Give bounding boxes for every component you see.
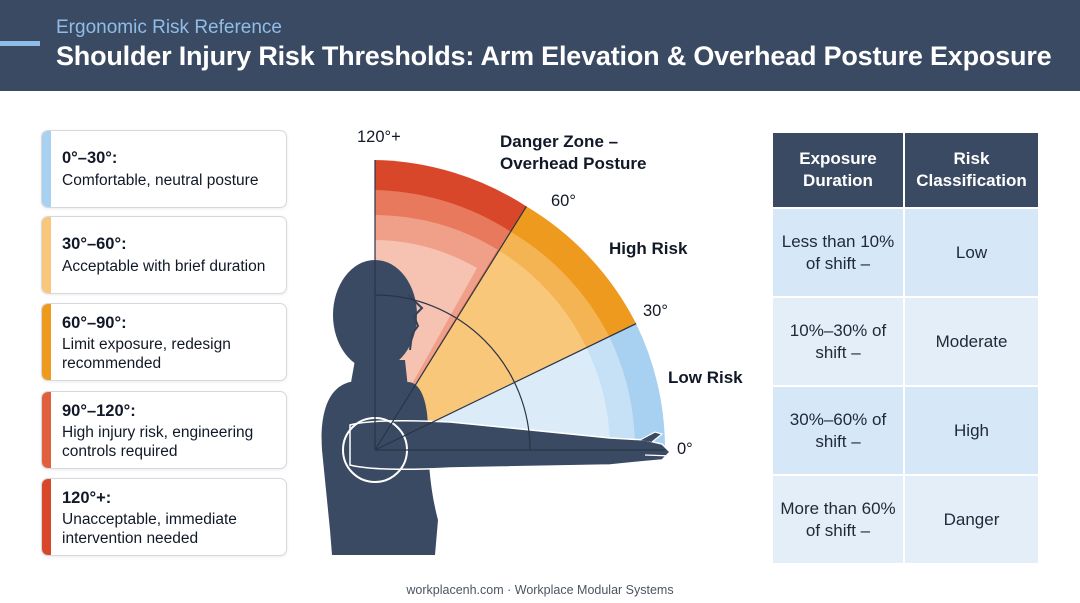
header-exposure-duration: Exposure Duration xyxy=(773,133,905,207)
range-label: 120°+: xyxy=(62,489,112,507)
face-profile xyxy=(407,294,424,351)
angle-label-30: 30° xyxy=(643,302,668,320)
angle-label-120: 120°+ xyxy=(357,128,401,146)
classification-cell: Low xyxy=(905,209,1038,296)
angle-label-0: 0° xyxy=(677,440,693,458)
table-row: More than 60% of shift – Danger xyxy=(773,474,1038,563)
table-row: 30%–60% of shift – High xyxy=(773,385,1038,474)
table-row: Less than 10% of shift – Low xyxy=(773,207,1038,296)
range-label: 0°–30°: xyxy=(62,149,118,167)
classification-cell: Danger xyxy=(905,476,1038,563)
range-color-bar xyxy=(42,217,51,293)
range-label: 90°–120°: xyxy=(62,402,136,420)
arm-elevation-diagram: 120°+ Danger Zone – Overhead Posture 60°… xyxy=(310,120,770,570)
high-risk-label: High Risk xyxy=(609,239,688,258)
range-description: Comfortable, neutral posture xyxy=(62,172,259,189)
exposure-risk-table: Exposure Duration Risk Classification Le… xyxy=(773,133,1038,563)
danger-zone-label-line1: Danger Zone – xyxy=(500,132,619,151)
low-risk-label: Low Risk xyxy=(668,368,743,387)
duration-cell: 30%–60% of shift – xyxy=(773,387,905,474)
range-label: 30°–60°: xyxy=(62,235,127,253)
classification-cell: Moderate xyxy=(905,298,1038,385)
danger-zone-label-line2: Overhead Posture xyxy=(500,154,647,173)
range-description: Limit exposure, redesign recommended xyxy=(62,336,231,372)
header-accent-bar xyxy=(0,41,40,46)
range-card-120-plus: 120°+: Unacceptable, immediate intervent… xyxy=(41,478,287,556)
range-color-bar xyxy=(42,479,51,555)
classification-cell: High xyxy=(905,387,1038,474)
range-card-90-120: 90°–120°: High injury risk, engineering … xyxy=(41,391,287,469)
page-title: Shoulder Injury Risk Thresholds: Arm Ele… xyxy=(56,41,1052,71)
footer-credit: workplacenh.com · Workplace Modular Syst… xyxy=(406,583,674,597)
header-banner: Ergonomic Risk Reference Shoulder Injury… xyxy=(0,0,1080,91)
range-color-bar xyxy=(42,392,51,468)
range-description: Unacceptable, immediate intervention nee… xyxy=(62,511,237,547)
high-risk-core xyxy=(375,249,587,450)
header-risk-classification: Risk Classification xyxy=(905,133,1038,207)
angle-label-60: 60° xyxy=(551,192,576,210)
extended-arm xyxy=(349,420,673,473)
range-card-60-90: 60°–90°: Limit exposure, redesign recomm… xyxy=(41,303,287,381)
duration-cell: 10%–30% of shift – xyxy=(773,298,905,385)
range-label: 60°–90°: xyxy=(62,314,127,332)
range-color-bar xyxy=(42,304,51,380)
range-description: High injury risk, engineering controls r… xyxy=(62,424,254,460)
header-kicker: Ergonomic Risk Reference xyxy=(56,17,282,38)
range-description: Acceptable with brief duration xyxy=(62,258,266,275)
arm-elevation-figure-icon xyxy=(321,160,673,555)
range-card-0-30: 0°–30°: Comfortable, neutral posture xyxy=(41,130,287,208)
duration-cell: Less than 10% of shift – xyxy=(773,209,905,296)
range-color-bar xyxy=(42,131,51,207)
duration-cell: More than 60% of shift – xyxy=(773,476,905,563)
range-card-30-60: 30°–60°: Acceptable with brief duration xyxy=(41,216,287,294)
table-row: 10%–30% of shift – Moderate xyxy=(773,296,1038,385)
table-header-row: Exposure Duration Risk Classification xyxy=(773,133,1038,207)
